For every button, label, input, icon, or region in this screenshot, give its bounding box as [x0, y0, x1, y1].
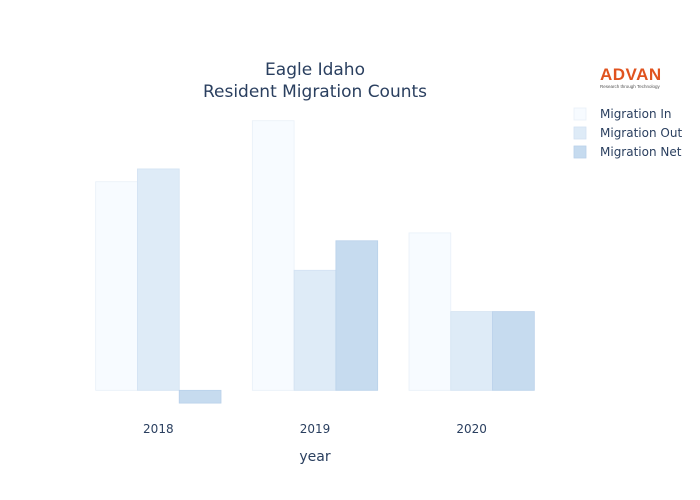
chart-title-line-2: Resident Migration Counts [203, 82, 427, 102]
bar-migration-net-2019 [335, 240, 379, 391]
x-tick-label: 2020 [456, 422, 487, 436]
bar-migration-out-2019 [293, 269, 337, 391]
legend-label[interactable]: Migration In [600, 107, 672, 121]
bar-migration-net-2018 [178, 389, 222, 404]
logo-word: ADVAN [600, 65, 662, 84]
bar-migration-out-2018 [137, 168, 180, 391]
bars-layer [95, 120, 535, 404]
x-tick-label: 2019 [300, 422, 331, 436]
bar-migration-in-2020 [408, 232, 452, 391]
legend: Migration In Migration Out Migration Net [573, 107, 682, 159]
bar-migration-in-2018 [95, 181, 138, 391]
chart-title-line-1: Eagle Idaho [265, 60, 365, 80]
x-tick-label: 2018 [143, 422, 174, 436]
legend-swatch[interactable] [573, 145, 587, 159]
legend-swatch[interactable] [573, 126, 587, 140]
bar-migration-net-2020 [492, 311, 535, 391]
logo-tagline: Research through Technology [600, 84, 660, 89]
legend-label[interactable]: Migration Out [600, 126, 682, 140]
legend-label[interactable]: Migration Net [600, 145, 682, 159]
x-axis-label: year [299, 449, 330, 465]
bar-migration-in-2019 [251, 120, 295, 391]
legend-swatch[interactable] [573, 107, 587, 121]
bar-migration-out-2020 [450, 311, 493, 391]
advan-logo: ADVAN Research through Technology [600, 66, 672, 90]
x-ticks: 2018 2019 2020 [143, 422, 487, 436]
